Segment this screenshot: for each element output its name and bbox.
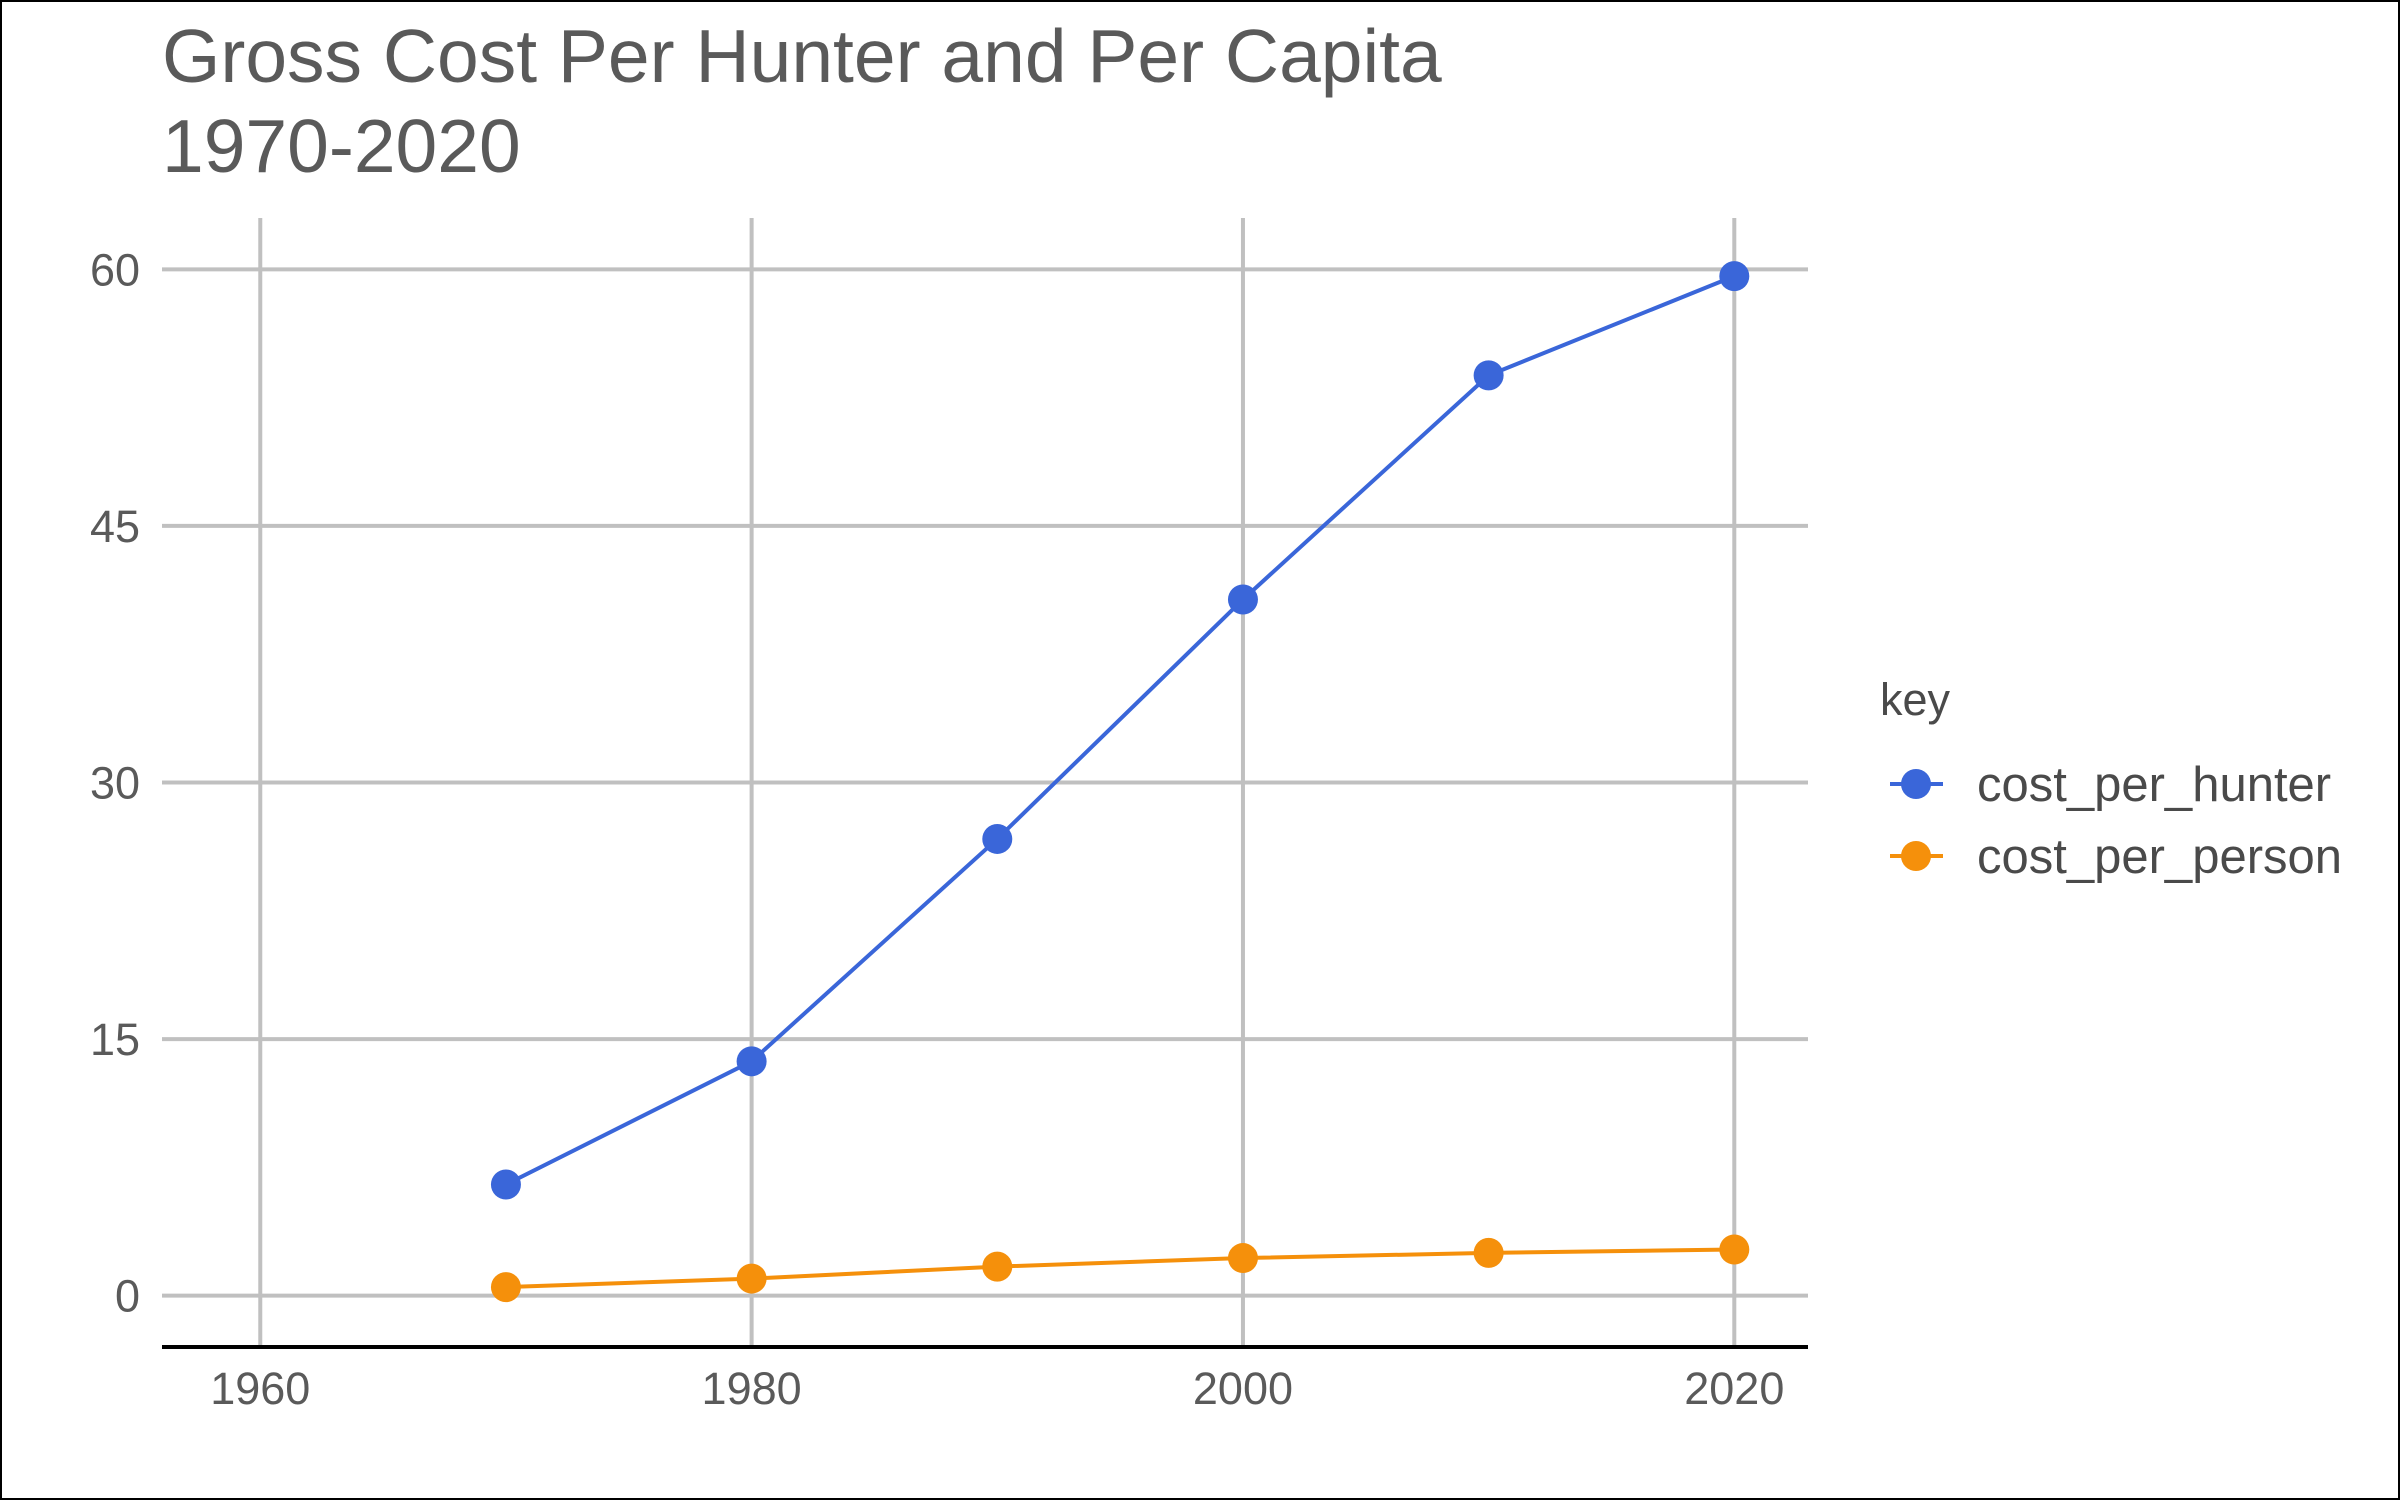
series-line-cost_per_person: [505, 1247, 1735, 1290]
data-point-cost_per_hunter: [1227, 584, 1258, 615]
y-tick-labels: 60 45 30 15 0: [90, 244, 140, 1321]
legend-items: cost_per_hunter cost_per_person: [1890, 758, 2342, 884]
legend-label: cost_per_hunter: [1977, 758, 2331, 812]
legend-item-cost_per_person: cost_per_person: [1890, 830, 2342, 884]
legend-title: key: [1880, 674, 1951, 725]
x-tick-label: 2020: [1684, 1363, 1784, 1414]
legend-key-point: [1901, 769, 1931, 799]
series-layer: [490, 261, 1750, 1303]
x-tick-labels: 1960 1980 2000 2020: [210, 1363, 1784, 1414]
legend-key-point: [1901, 841, 1931, 871]
y-tick-label: 15: [90, 1014, 140, 1065]
series-line-cost_per_hunter: [505, 274, 1736, 1187]
x-tick-label: 1960: [210, 1363, 310, 1414]
data-point-cost_per_person: [982, 1251, 1013, 1282]
x-tick-label: 1980: [702, 1363, 802, 1414]
y-tick-label: 45: [90, 501, 140, 552]
data-point-cost_per_hunter: [982, 823, 1013, 854]
y-tick-label: 60: [90, 244, 140, 295]
data-point-cost_per_hunter: [736, 1046, 767, 1077]
chart-subtitle: 1970-2020: [162, 104, 521, 188]
data-point-cost_per_person: [1719, 1234, 1750, 1265]
chart-title: Gross Cost Per Hunter and Per Capita: [162, 14, 1442, 98]
data-point-cost_per_hunter: [1719, 261, 1750, 292]
data-point-cost_per_person: [1227, 1243, 1258, 1274]
legend: key cost_per_hunter cost_per_person: [1880, 674, 2342, 884]
data-point-cost_per_person: [490, 1272, 521, 1303]
legend-label: cost_per_person: [1977, 830, 2342, 884]
series-cost_per_hunter: [490, 261, 1750, 1200]
data-point-cost_per_hunter: [1473, 360, 1504, 391]
y-gridlines: [162, 267, 1808, 1298]
data-point-cost_per_person: [1473, 1237, 1504, 1268]
x-tick-label: 2000: [1193, 1363, 1293, 1414]
data-point-cost_per_person: [736, 1263, 767, 1294]
y-tick-label: 0: [115, 1271, 140, 1322]
legend-item-cost_per_hunter: cost_per_hunter: [1890, 758, 2331, 812]
data-point-cost_per_hunter: [490, 1169, 521, 1200]
series-cost_per_person: [490, 1234, 1750, 1303]
y-tick-label: 30: [90, 758, 140, 809]
